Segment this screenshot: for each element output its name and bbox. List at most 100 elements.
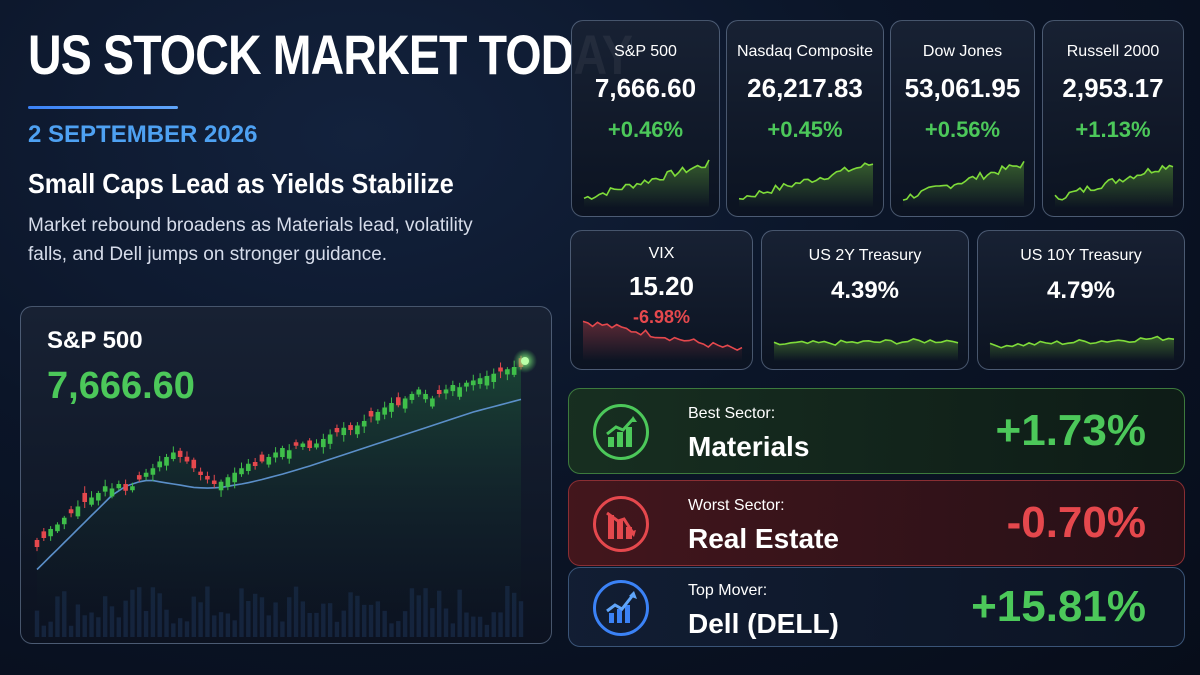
candle <box>307 438 312 452</box>
candle <box>82 486 88 508</box>
index-change: +0.56% <box>924 117 1001 142</box>
sparkline-line <box>582 320 743 351</box>
candle <box>355 422 360 438</box>
index-card-dow[interactable]: Dow Jones 53,061.95 +0.56% <box>890 20 1035 217</box>
candle <box>430 395 435 409</box>
candle <box>177 447 183 463</box>
title-underline <box>28 106 178 109</box>
moving-average-line <box>36 398 522 571</box>
candle <box>491 368 497 389</box>
index-change: -6.98% <box>632 307 691 327</box>
candle <box>368 407 374 423</box>
sparkline-area <box>1055 165 1173 208</box>
sparkline-line <box>989 335 1175 349</box>
sparkline <box>902 160 1025 208</box>
candle <box>266 453 272 468</box>
candle <box>211 474 217 488</box>
index-value: 4.39% <box>830 277 900 304</box>
card-us10y[interactable]: US 10Y Treasury 4.79% <box>977 230 1185 370</box>
candle <box>130 482 135 493</box>
sparkline-line <box>773 337 959 346</box>
candle <box>150 463 156 481</box>
worst-sector-name: Real Estate <box>688 523 839 554</box>
candle <box>300 441 306 450</box>
chart-label: S&P 500 <box>47 327 143 354</box>
bar-chart-up-icon <box>593 404 649 460</box>
index-card-nasdaq[interactable]: Nasdaq Composite 26,217.83 +0.45% <box>726 20 884 217</box>
sparkline-area <box>584 160 709 208</box>
best-sector-label: Best Sector: <box>688 405 776 422</box>
headline: Small Caps Lead as Yields Stabilize <box>28 168 454 199</box>
sparkline-line <box>902 160 1025 201</box>
report-date: 2 SEPTEMBER 2026 <box>28 121 258 148</box>
sparkline-area <box>739 163 873 208</box>
best-sector-panel[interactable]: Best Sector: Materials +1.73% <box>568 388 1185 474</box>
index-name: S&P 500 <box>614 43 677 60</box>
candle <box>232 467 237 489</box>
candle <box>402 396 408 413</box>
sparkline-line <box>738 162 874 201</box>
bar-chart-down-icon <box>593 496 649 552</box>
index-name: US 2Y Treasury <box>808 247 922 264</box>
index-value: 15.20 <box>628 271 695 301</box>
top-mover-name: Dell (DELL) <box>688 608 839 639</box>
index-name: VIX <box>648 245 675 262</box>
sparkline <box>989 335 1175 361</box>
candle <box>123 479 128 496</box>
candle <box>48 526 53 541</box>
card-us2y[interactable]: US 2Y Treasury 4.39% <box>761 230 969 370</box>
candle <box>450 380 456 397</box>
candle <box>273 447 278 463</box>
index-change: +0.45% <box>767 117 843 142</box>
candle <box>96 490 101 506</box>
candle <box>286 444 292 464</box>
worst-sector-value: -0.70% <box>1006 498 1146 547</box>
sparkline <box>773 337 959 361</box>
candle <box>205 471 210 484</box>
top-mover-value: +15.81% <box>971 582 1146 631</box>
candle <box>34 537 40 552</box>
candle <box>321 433 326 454</box>
sparkline <box>583 159 710 208</box>
index-card-russell[interactable]: Russell 2000 2,953.17 +1.13% <box>1042 20 1184 217</box>
candle <box>348 422 353 436</box>
candle <box>143 468 149 481</box>
subheadline: Market rebound broadens as Materials lea… <box>28 215 473 265</box>
candle <box>75 500 81 519</box>
main-chart-panel[interactable]: S&P 500 7,666.60 <box>20 306 552 644</box>
top-mover-panel[interactable]: Top Mover: Dell (DELL) +15.81% <box>568 567 1185 647</box>
candle <box>280 445 285 460</box>
index-value: 2,953.17 <box>1062 73 1164 103</box>
best-sector-name: Materials <box>688 431 810 462</box>
candle <box>436 385 442 398</box>
sparkline <box>1054 164 1174 208</box>
top-mover-label: Top Mover: <box>688 582 768 599</box>
candle <box>361 414 367 433</box>
candle <box>293 439 299 450</box>
page-title: US STOCK MARKET TODAY <box>28 23 633 86</box>
index-change: +1.13% <box>1075 117 1151 142</box>
index-card-sp500[interactable]: S&P 500 7,666.60 +0.46% <box>571 20 720 217</box>
index-name: Dow Jones <box>922 43 1003 60</box>
candle <box>443 384 449 400</box>
sparkline <box>582 320 743 361</box>
candle <box>382 401 387 420</box>
sparkline-line <box>583 159 710 201</box>
candle <box>470 374 476 391</box>
price-area <box>37 367 521 637</box>
candle <box>477 373 483 389</box>
index-name: Nasdaq Composite <box>736 43 874 60</box>
candle <box>246 459 251 475</box>
sparkline <box>738 162 874 208</box>
candle <box>484 370 490 390</box>
candle <box>423 389 428 403</box>
candle <box>102 479 108 497</box>
candle <box>327 429 333 450</box>
candle <box>164 453 169 471</box>
candle <box>395 392 401 408</box>
card-vix[interactable]: VIX 15.20 -6.98% <box>570 230 753 370</box>
sparkline-line <box>1054 164 1174 201</box>
index-value: 4.79% <box>1046 277 1116 304</box>
candle <box>109 483 115 499</box>
worst-sector-panel[interactable]: Worst Sector: Real Estate -0.70% <box>568 480 1185 566</box>
